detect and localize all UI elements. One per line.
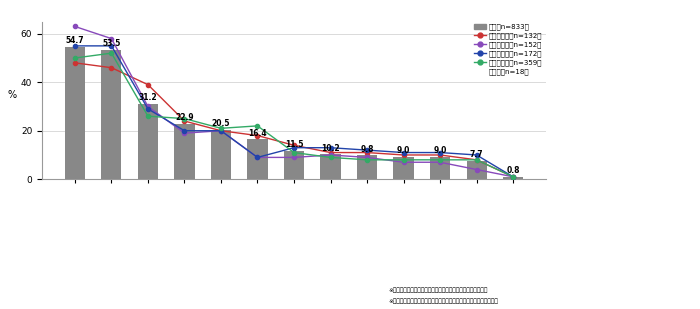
- Bar: [466, 161, 486, 179]
- Text: 53.5: 53.5: [102, 39, 120, 48]
- Text: 9.0: 9.0: [433, 146, 447, 155]
- Text: 9.0: 9.0: [397, 146, 410, 155]
- Text: 20.5: 20.5: [211, 119, 230, 128]
- Bar: [321, 154, 340, 179]
- Text: 16.4: 16.4: [248, 129, 267, 138]
- Text: ※各選択肢上に記載している数値は、回答者全体に占める割合です。: ※各選択肢上に記載している数値は、回答者全体に占める割合です。: [389, 299, 498, 304]
- Bar: [503, 177, 523, 179]
- Text: 9.8: 9.8: [360, 145, 374, 154]
- Bar: [138, 104, 158, 179]
- Text: 54.7: 54.7: [66, 36, 84, 45]
- Bar: [430, 157, 450, 179]
- Bar: [102, 49, 122, 179]
- Bar: [393, 157, 414, 179]
- Text: 0.8: 0.8: [506, 166, 520, 175]
- Y-axis label: %: %: [8, 91, 17, 100]
- Bar: [284, 151, 304, 179]
- Bar: [248, 139, 267, 179]
- Bar: [174, 124, 195, 179]
- Text: 10.2: 10.2: [321, 144, 340, 153]
- Text: 31.2: 31.2: [139, 93, 158, 102]
- Text: ※「浪人生」はサンプル数が少ないため、参考値になります。: ※「浪人生」はサンプル数が少ないため、参考値になります。: [389, 287, 488, 293]
- Bar: [357, 155, 377, 179]
- Text: 22.9: 22.9: [175, 113, 194, 122]
- Legend: 全体（n=833）, 高校１年生（n=132）, 高校２年生（n=152）, 高校３年生（n=172）, 大学生以上（n=359）, 浪人生（n=18）: 全体（n=833）, 高校１年生（n=132）, 高校２年生（n=152）, 高…: [474, 23, 542, 75]
- Bar: [65, 47, 85, 179]
- Text: 11.5: 11.5: [285, 140, 303, 149]
- Bar: [211, 129, 231, 179]
- Text: 7.7: 7.7: [470, 150, 484, 159]
